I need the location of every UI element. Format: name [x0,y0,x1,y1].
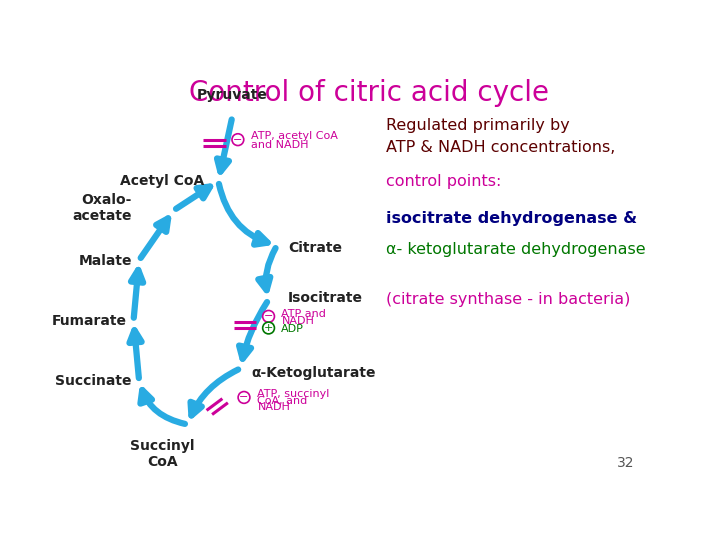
Text: ADP: ADP [282,324,305,334]
Text: Isocitrate: Isocitrate [288,291,363,305]
Text: 32: 32 [616,456,634,470]
Text: (citrate synthase - in bacteria): (citrate synthase - in bacteria) [386,292,630,307]
Text: −: − [264,312,274,321]
Text: Succinyl
CoA: Succinyl CoA [130,439,195,469]
Text: and NADH: and NADH [251,140,308,150]
Text: CoA, and: CoA, and [258,396,307,406]
Text: ATP and: ATP and [282,309,326,319]
Text: ATP, succinyl: ATP, succinyl [258,389,330,399]
Text: NADH: NADH [282,315,314,326]
Text: Control of citric acid cycle: Control of citric acid cycle [189,79,549,107]
Text: Pyruvate: Pyruvate [197,88,268,102]
Text: ATP, acetyl CoA: ATP, acetyl CoA [251,131,338,141]
Text: Oxalo-
acetate: Oxalo- acetate [72,193,132,224]
Text: Acetyl CoA: Acetyl CoA [120,174,204,188]
Text: α- ketoglutarate dehydrogenase: α- ketoglutarate dehydrogenase [386,242,645,258]
Text: control points:: control points: [386,174,501,188]
Text: Regulated primarily by: Regulated primarily by [386,118,570,133]
Text: isocitrate dehydrogenase &: isocitrate dehydrogenase & [386,211,637,226]
Text: ATP & NADH concentrations,: ATP & NADH concentrations, [386,140,615,156]
Text: +: + [264,323,274,333]
Text: Malate: Malate [78,254,132,268]
Text: Citrate: Citrate [288,241,342,255]
Text: −: − [239,393,248,402]
Text: NADH: NADH [258,402,290,413]
Text: α-Ketoglutarate: α-Ketoglutarate [252,366,377,380]
Text: Fumarate: Fumarate [51,314,126,328]
Text: −: − [233,134,243,145]
Text: Succinate: Succinate [55,374,132,388]
